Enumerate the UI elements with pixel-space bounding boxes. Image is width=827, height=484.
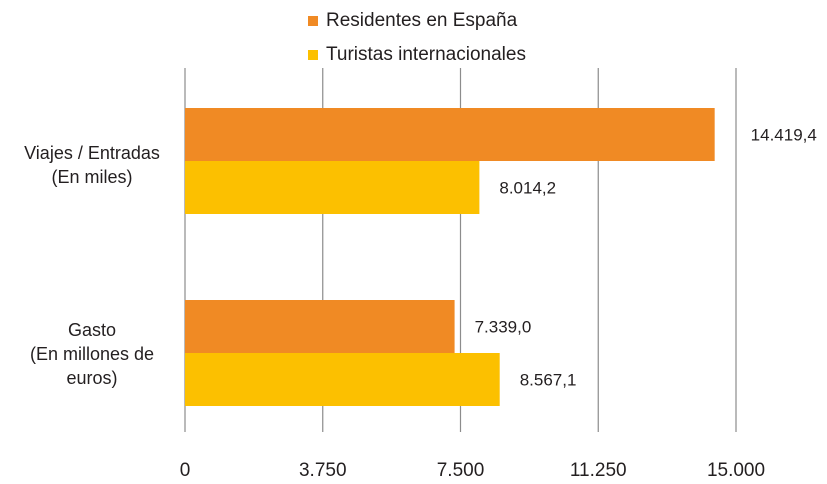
data-label: 8.567,1	[520, 371, 577, 390]
category-label-gasto-line-1: Gasto	[67, 320, 117, 340]
data-label: 7.339,0	[475, 318, 532, 337]
data-label: 14.419,4	[751, 126, 817, 145]
legend-swatch-turistas	[308, 50, 318, 60]
x-tick-label: 11.250	[570, 460, 627, 481]
data-label: 8.014,2	[499, 179, 556, 198]
x-tick-label: 15.000	[707, 460, 765, 481]
legend-item-residentes: Residentes en España	[308, 4, 526, 38]
x-tick-label: 0	[180, 460, 191, 481]
legend: Residentes en España Turistas internacio…	[308, 4, 526, 72]
x-tick-label: 7.500	[437, 460, 485, 481]
bar	[185, 353, 500, 406]
legend-swatch-residentes	[308, 16, 318, 26]
category-label-gasto-line-3: euros)	[66, 368, 118, 388]
bar	[185, 300, 455, 353]
category-label-gasto: Gasto (En millones de euros)	[2, 318, 182, 390]
category-label-viajes: Viajes / Entradas (En miles)	[2, 141, 182, 189]
bar	[185, 108, 715, 161]
legend-label-residentes: Residentes en España	[326, 10, 518, 31]
bar	[185, 161, 480, 214]
x-tick-label: 3.750	[299, 460, 347, 481]
category-label-viajes-line-2: (En miles)	[51, 167, 133, 187]
legend-label-turistas: Turistas internacionales	[326, 44, 526, 65]
category-label-gasto-line-2: (En millones de	[29, 344, 155, 364]
category-label-viajes-line-1: Viajes / Entradas	[24, 143, 160, 163]
legend-item-turistas: Turistas internacionales	[308, 38, 526, 72]
